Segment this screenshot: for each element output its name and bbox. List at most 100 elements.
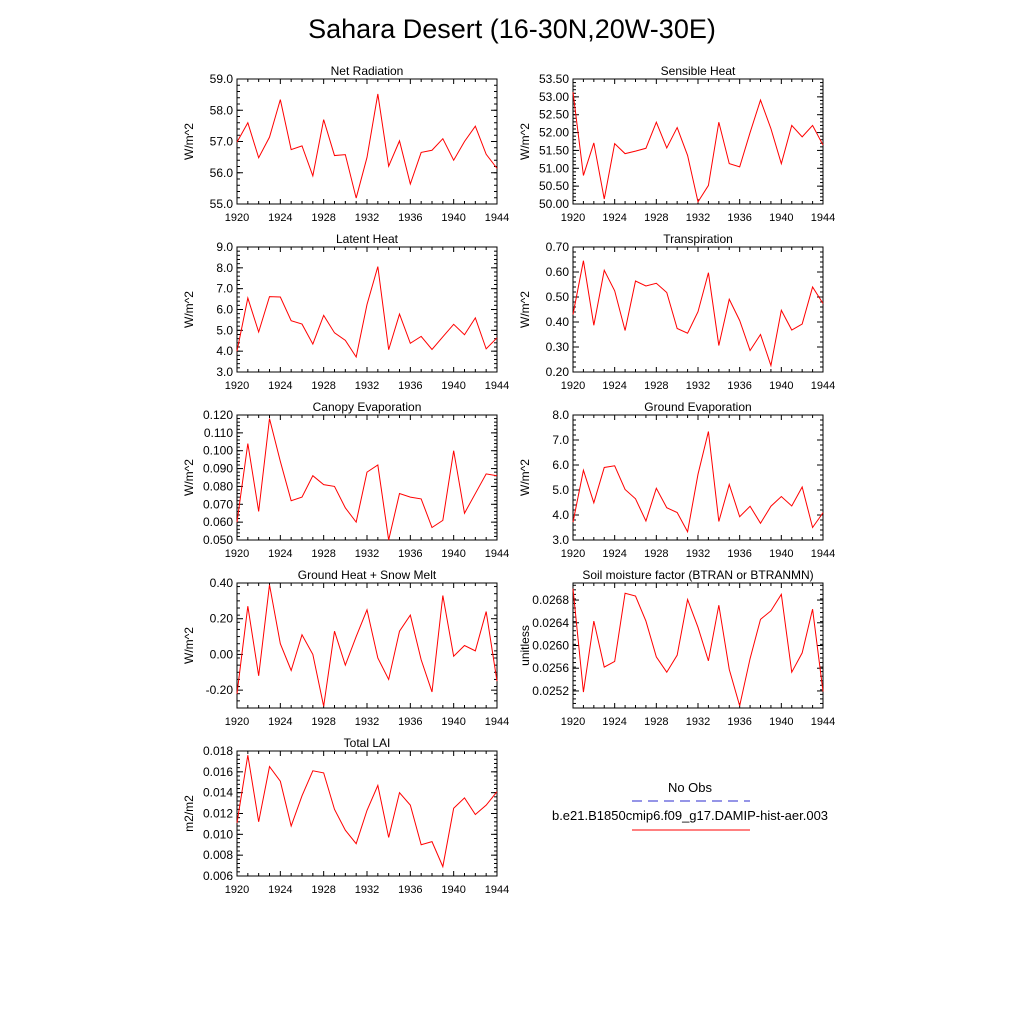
x-tick-label: 1924 [602,380,626,392]
x-tick-label: 1944 [811,380,835,392]
x-tick-label: 1936 [398,548,422,560]
series-line [572,92,824,204]
y-tick-label: 0.012 [203,807,233,821]
panel-title: Transpiration [663,232,733,246]
x-tick-label: 1940 [441,380,465,392]
y-tick-label: 8.0 [552,408,569,422]
y-tick-label: 0.0252 [532,684,569,698]
y-tick-label: 50.00 [539,197,569,211]
x-tick-label: 1920 [561,716,585,728]
x-tick-label: 1924 [602,716,626,728]
x-tick-label: 1936 [727,212,751,224]
x-tick-label: 1928 [644,548,668,560]
legend-model-label: b.e21.B1850cmip6.f09_g17.DAMIP-hist-aer.… [552,808,828,823]
x-tick-label: 1932 [355,716,379,728]
x-tick-label: 1936 [727,716,751,728]
plot-frame [236,246,498,373]
y-tick-label: 0.40 [546,315,570,329]
y-tick-label: 0.40 [210,576,234,590]
x-tick-label: 1944 [485,380,509,392]
y-axis-label: unitless [518,625,532,666]
x-tick-label: 1940 [769,212,793,224]
x-tick-label: 1924 [602,212,626,224]
y-tick-label: 0.20 [546,365,570,379]
x-tick-label: 1932 [355,380,379,392]
y-tick-label: 51.00 [539,161,569,175]
x-tick-label: 1928 [311,548,335,560]
y-axis-label: W/m^2 [182,459,196,496]
x-tick-label: 1940 [441,716,465,728]
x-tick-label: 1928 [311,884,335,896]
y-tick-label: 0.010 [203,827,233,841]
y-tick-label: 4.0 [552,508,569,522]
panel-title: Ground Evaporation [644,400,751,414]
y-axis-label: W/m^2 [182,123,196,160]
x-tick-label: 1920 [225,716,249,728]
x-tick-label: 1936 [727,380,751,392]
x-tick-label: 1920 [225,548,249,560]
x-tick-label: 1944 [485,884,509,896]
plot-frame [236,582,498,709]
x-tick-label: 1940 [441,212,465,224]
panel-title: Total LAI [344,736,391,750]
y-tick-label: 0.008 [203,848,233,862]
series-line [236,93,498,199]
y-tick-label: 0.0260 [532,639,569,653]
x-tick-label: 1924 [268,212,292,224]
y-tick-label: 3.0 [216,365,233,379]
plot-frame [572,246,824,373]
series-line [236,755,498,869]
panel-1: 1920 1924 1928 1932 1936 1940 1944 55.0 56.0 57.0… [182,64,509,224]
y-tick-label: 58.0 [210,103,234,117]
panel-6: 1920 1924 1928 1932 1936 1940 1944 3.0 4.0 5.0 6.0… [518,400,835,560]
panel-3: 1920 1924 1928 1932 1936 1940 1944 3.0 4.0 5.0 6.0… [182,232,509,392]
panel-7: 1920 1924 1928 1932 1936 1940 1944 -0.20 0.00 0.2… [182,568,509,728]
x-tick-label: 1928 [644,212,668,224]
x-tick-label: 1932 [686,716,710,728]
y-tick-label: 51.50 [539,143,569,157]
x-tick-label: 1928 [311,716,335,728]
y-axis-label: W/m^2 [182,627,196,664]
y-axis-label: W/m^2 [518,123,532,160]
x-tick-label: 1940 [769,380,793,392]
panel-title: Soil moisture factor (BTRAN or BTRANMN) [582,568,813,582]
y-tick-label: 8.0 [216,261,233,275]
panel-5: 1920 1924 1928 1932 1936 1940 1944 0.050 0.060 0.… [182,400,509,560]
y-tick-label: 0.20 [210,612,234,626]
panel-title: Latent Heat [336,232,399,246]
x-tick-label: 1920 [561,380,585,392]
y-tick-label: 0.018 [203,744,233,758]
plot-frame [572,414,824,541]
y-tick-label: 50.50 [539,179,569,193]
y-tick-label: 0.014 [203,786,233,800]
y-tick-label: 0.0264 [532,616,569,630]
y-tick-label: 6.0 [552,458,569,472]
x-tick-label: 1940 [769,548,793,560]
x-tick-label: 1936 [398,884,422,896]
y-tick-label: 5.0 [552,483,569,497]
y-axis-label: m2/m2 [182,795,196,832]
panel-title: Canopy Evaporation [313,400,422,414]
plot-frame [236,78,498,205]
panel-9: 1920 1924 1928 1932 1936 1940 1944 0.006 0.008 0.… [182,736,509,896]
y-axis-label: W/m^2 [182,291,196,328]
page-title: Sahara Desert (16-30N,20W-30E) [308,14,716,44]
x-tick-label: 1924 [268,548,292,560]
y-tick-label: 0.006 [203,869,233,883]
y-tick-label: 0.70 [546,240,570,254]
y-tick-label: 57.0 [210,135,234,149]
series-line [572,260,824,368]
x-tick-label: 1932 [355,548,379,560]
y-tick-label: 0.60 [546,265,570,279]
x-tick-label: 1940 [441,548,465,560]
y-tick-label: 0.00 [210,647,234,661]
panel-title: Net Radiation [331,64,404,78]
legend-obs-label: No Obs [668,780,713,795]
plot-frame [572,582,824,709]
series-line [236,584,498,707]
y-tick-label: 55.0 [210,197,234,211]
y-tick-label: 6.0 [216,303,233,317]
y-tick-label: 0.090 [203,462,233,476]
y-tick-label: 5.0 [216,323,233,337]
x-tick-label: 1944 [811,716,835,728]
